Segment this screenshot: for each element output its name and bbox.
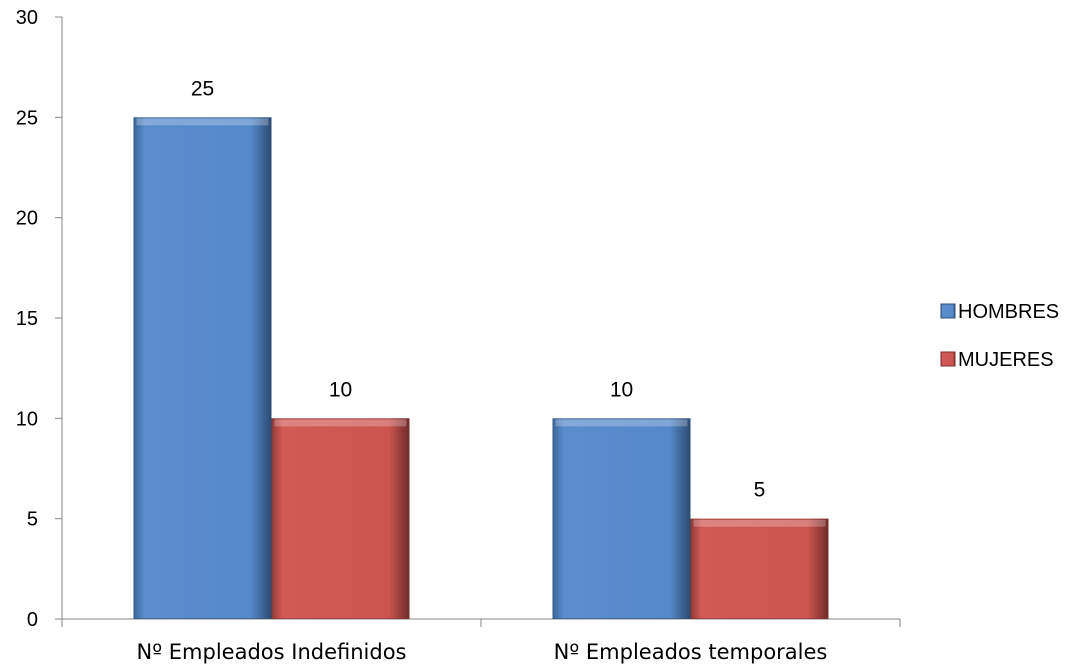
x-category-label: Nº Empleados Indefinidos <box>137 640 407 664</box>
data-label: 10 <box>610 378 633 401</box>
bar-mujeres <box>271 418 410 620</box>
legend-item-mujeres: MUJERES <box>940 349 1054 371</box>
legend-swatch <box>940 303 956 319</box>
bar-mujeres <box>690 518 829 620</box>
y-tick-label: 15 <box>16 308 38 330</box>
x-category-label: Nº Empleados temporales <box>554 640 828 664</box>
y-tick-label: 10 <box>16 408 38 430</box>
legend-label: MUJERES <box>958 349 1054 371</box>
data-labels: 25 10 10 5 <box>191 77 766 501</box>
data-label: 25 <box>191 77 214 100</box>
y-tick-label: 30 <box>16 7 38 29</box>
y-tick-label: 0 <box>27 609 38 631</box>
data-label: 5 <box>754 479 766 502</box>
legend: HOMBRES MUJERES <box>940 301 1059 371</box>
bar-hombres <box>552 418 691 620</box>
legend-item-hombres: HOMBRES <box>940 301 1059 323</box>
data-label: 10 <box>329 378 352 401</box>
y-tick-label: 20 <box>16 208 38 230</box>
y-tick-label: 25 <box>16 107 38 129</box>
y-tick-label: 5 <box>27 509 38 531</box>
axes: 0 5 10 15 20 25 30 Nº Empleados Indefinidos Nº E… <box>16 7 901 664</box>
legend-swatch <box>940 351 956 367</box>
bars <box>133 117 829 620</box>
legend-label: HOMBRES <box>958 301 1059 323</box>
bar-hombres <box>133 117 272 619</box>
